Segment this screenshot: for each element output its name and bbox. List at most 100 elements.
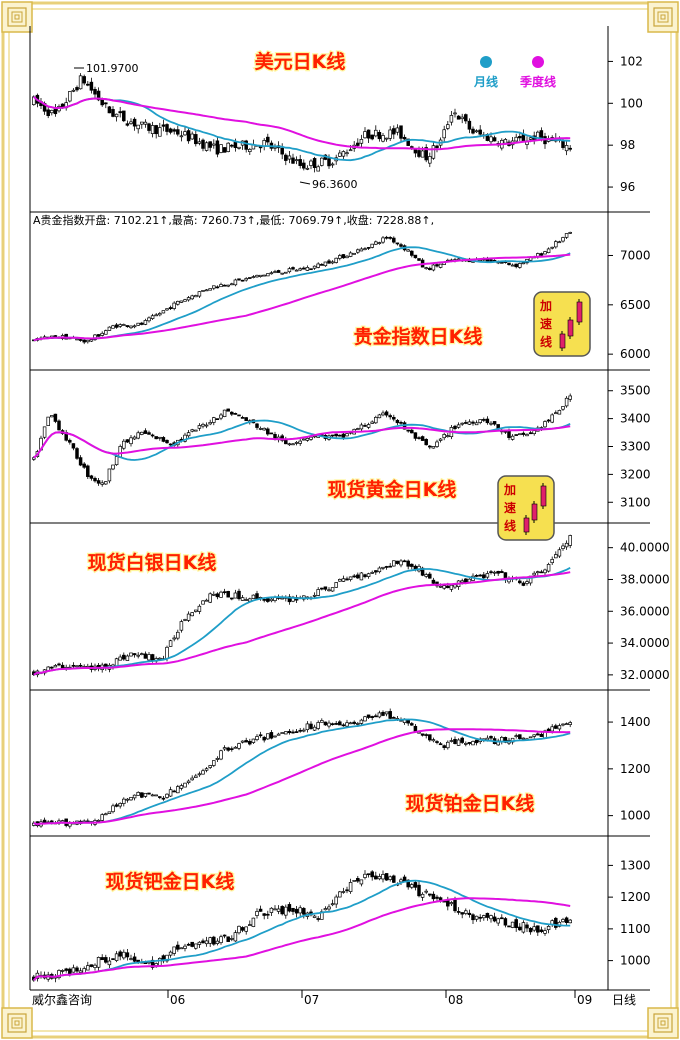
candle-body [266, 733, 270, 740]
candle-body [273, 735, 277, 738]
candle-body [460, 116, 464, 120]
candle-body [363, 574, 367, 578]
candle-body [118, 951, 122, 957]
candle-body [89, 339, 94, 342]
candle-body [392, 717, 396, 719]
candle-body [370, 871, 374, 878]
candle-body [186, 780, 191, 783]
candle-body [478, 916, 482, 919]
candle-body [96, 480, 101, 484]
candle-body [377, 131, 382, 140]
candle-body [564, 397, 569, 407]
candle-body [75, 448, 79, 459]
candle-body [215, 286, 220, 289]
candle-body [327, 260, 331, 264]
candle-body [348, 722, 353, 725]
candle-body [471, 741, 475, 746]
candle-body [60, 970, 65, 972]
candle-body [366, 129, 371, 139]
candle-body [50, 666, 54, 669]
candle-body [147, 654, 151, 661]
candle-body [510, 264, 515, 267]
candle-body [190, 295, 194, 300]
candle-body [417, 884, 421, 897]
candle-body [406, 560, 410, 567]
candle-body [356, 428, 360, 430]
candle-body [150, 434, 155, 437]
candle-body [392, 128, 396, 135]
candle-body [280, 597, 284, 600]
candle-body [338, 721, 342, 726]
quarterly-ma-line [33, 253, 571, 342]
candle-body [406, 879, 410, 888]
candle-body [197, 941, 202, 945]
candle-body [154, 794, 158, 797]
candle-body [550, 726, 554, 732]
candles-silver [32, 534, 572, 678]
candle-body [82, 463, 86, 468]
candle-body [345, 433, 349, 437]
candle-body [521, 737, 526, 740]
quarterly-ma-line [33, 571, 571, 676]
candle-body [165, 439, 169, 444]
candle-body [492, 571, 497, 574]
candle-body [147, 432, 151, 435]
candle-body [474, 130, 479, 133]
candle-body [240, 597, 245, 601]
candle-body [485, 418, 490, 424]
candle-body [528, 927, 533, 933]
candle-body [248, 277, 252, 279]
candle-body [507, 430, 511, 438]
candle-body [78, 339, 83, 341]
candle-body [78, 664, 83, 667]
candle-body [428, 734, 432, 741]
candle-body [129, 121, 133, 124]
candle-body [359, 424, 364, 430]
candle-body [363, 425, 367, 427]
candle-body [460, 580, 464, 583]
candle-body [402, 560, 407, 563]
badge-box [533, 291, 591, 357]
monthly-ma-line [33, 96, 571, 162]
candle-body [561, 723, 565, 726]
candle-body [179, 947, 184, 950]
candle-body [104, 957, 108, 963]
candle-body [356, 574, 360, 579]
candle-body [568, 147, 572, 150]
candle-body [114, 953, 119, 961]
candle-body [302, 438, 306, 441]
candle-body [244, 140, 248, 150]
candle-body [539, 733, 544, 737]
candle-body [60, 664, 65, 669]
panel-usd: 102 100 98 96 美元日K线 [30, 49, 650, 213]
candle-body [345, 722, 349, 727]
candle-body [352, 575, 356, 578]
candle-body [302, 162, 306, 169]
candle-body [489, 136, 493, 143]
candle-body [521, 262, 526, 265]
panel-title: 贵金指数日K线 [354, 325, 483, 348]
candle-body [410, 250, 414, 256]
candle-body [150, 654, 155, 661]
candle-body [554, 917, 558, 928]
candle-body [539, 130, 544, 139]
candle-body [158, 436, 162, 439]
candle-body [233, 141, 238, 149]
candle-body [550, 414, 554, 423]
candle-body [82, 76, 86, 84]
candle-body [194, 295, 198, 298]
candle-body [118, 111, 122, 114]
candle-body [57, 663, 61, 666]
frame-corner-ornament [647, 1007, 679, 1039]
candle-body [446, 900, 450, 907]
panel-plat: 1400 1200 1000 现货铂金日K线 [30, 708, 651, 837]
candle-body [168, 640, 173, 647]
candle-body [42, 426, 47, 438]
candle-body [262, 913, 266, 916]
candle-body [330, 163, 335, 166]
candle-body [100, 98, 104, 106]
candle-body [435, 264, 439, 267]
frame-corner-ornament [647, 1, 679, 33]
quarterly-ma-line [33, 897, 571, 981]
candle-body [356, 723, 360, 725]
